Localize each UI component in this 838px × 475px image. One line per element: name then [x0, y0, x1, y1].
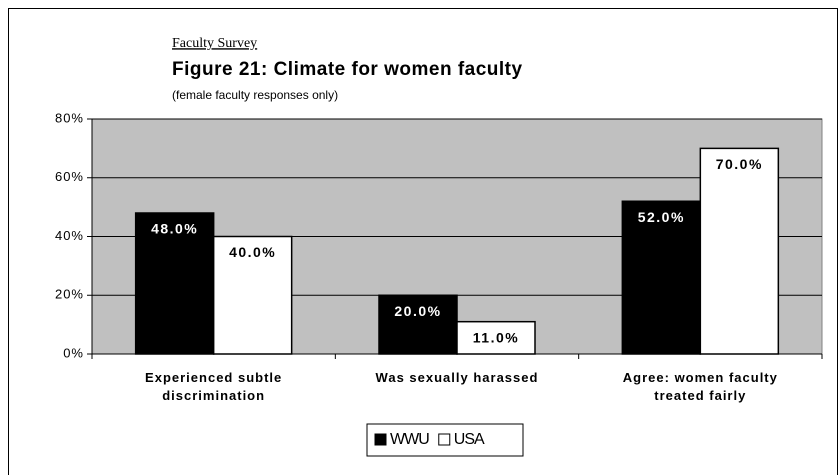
legend-swatch — [438, 433, 451, 446]
chart-header: Faculty Survey — [172, 36, 257, 51]
x-tick-label: Experienced subtle discrimination — [145, 370, 283, 403]
x-tick-label: Agree: women faculty treated fairly — [622, 370, 778, 403]
bar — [699, 147, 780, 355]
y-tick-label: 60% — [55, 169, 84, 184]
data-label: 20.0% — [394, 303, 441, 319]
chart-title: Figure 21: Climate for women faculty — [172, 59, 523, 80]
legend-label: USA — [454, 431, 485, 448]
legend-label: WWU — [390, 431, 429, 448]
x-tick-label: Was sexually harassed — [375, 370, 539, 385]
bar — [456, 320, 536, 355]
y-tick-label: 80% — [55, 110, 84, 125]
data-label: 52.0% — [638, 209, 685, 225]
y-tick-label: 0% — [63, 345, 84, 360]
chart-subtitle: (female faculty responses only) — [172, 88, 338, 102]
data-label: 11.0% — [473, 329, 519, 345]
data-label: 40.0% — [229, 244, 276, 260]
y-tick-label: 20% — [55, 287, 84, 302]
data-label: 48.0% — [151, 221, 198, 237]
y-tick-label: 40% — [55, 228, 84, 243]
data-label: 70.0% — [716, 156, 763, 172]
legend-swatch — [374, 433, 387, 446]
